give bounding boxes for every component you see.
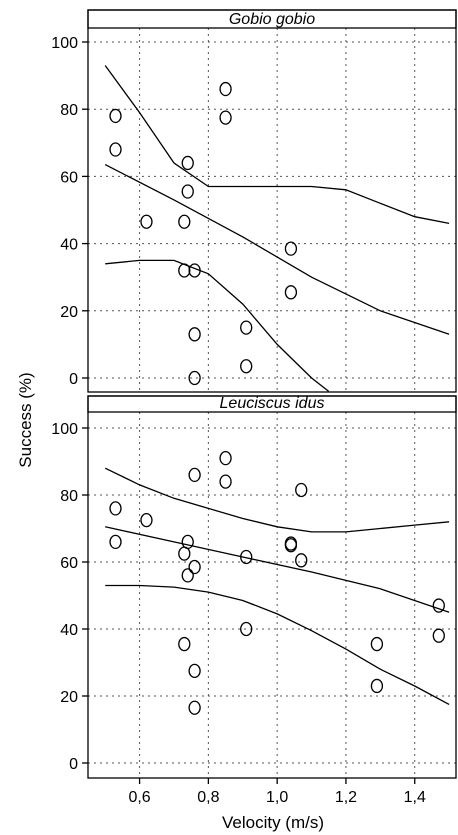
fit-line bbox=[104, 164, 450, 335]
data-point bbox=[109, 501, 122, 516]
lower-band-line bbox=[105, 584, 450, 705]
data-point bbox=[140, 512, 153, 528]
data-point bbox=[188, 559, 201, 575]
y-tick-label: 100 bbox=[51, 421, 78, 438]
y-tick-label: 60 bbox=[60, 169, 78, 186]
data-point bbox=[432, 628, 445, 643]
x-tick-label: 0,8 bbox=[197, 789, 219, 806]
data-point bbox=[219, 450, 232, 466]
data-point bbox=[295, 553, 308, 568]
data-point bbox=[240, 549, 253, 565]
data-point bbox=[188, 467, 201, 483]
y-tick-label: 100 bbox=[51, 35, 78, 52]
lower-band-line bbox=[105, 259, 330, 392]
data-point bbox=[370, 636, 384, 652]
data-point bbox=[240, 359, 253, 374]
panel-title: Gobio gobio bbox=[229, 11, 315, 28]
data-point bbox=[219, 110, 232, 125]
y-tick-label: 20 bbox=[60, 304, 78, 321]
data-point bbox=[188, 663, 201, 679]
y-tick-label: 80 bbox=[60, 102, 78, 119]
data-point bbox=[178, 214, 191, 229]
data-point bbox=[181, 184, 194, 199]
data-point bbox=[109, 534, 122, 550]
data-point bbox=[284, 285, 298, 300]
data-point bbox=[432, 598, 445, 613]
data-point bbox=[240, 621, 253, 637]
y-tick-label: 80 bbox=[60, 488, 78, 505]
data-point bbox=[370, 678, 384, 694]
upper-band-line bbox=[104, 65, 450, 225]
data-point bbox=[109, 108, 122, 124]
data-point bbox=[109, 142, 122, 157]
fit-line bbox=[105, 526, 450, 613]
y-tick-label: 40 bbox=[60, 622, 78, 639]
data-point bbox=[284, 538, 298, 553]
y-tick-label: 0 bbox=[69, 371, 78, 388]
data-point bbox=[219, 81, 232, 97]
panel-frame bbox=[87, 9, 457, 393]
data-point bbox=[284, 241, 298, 256]
y-axis-label: Success (%) bbox=[16, 372, 35, 467]
x-tick-label: 1,0 bbox=[266, 789, 288, 806]
data-point bbox=[188, 263, 201, 278]
data-point bbox=[181, 155, 194, 171]
y-tick-label: 40 bbox=[60, 237, 78, 254]
data-point bbox=[178, 263, 191, 278]
data-point bbox=[181, 568, 194, 583]
y-tick-label: 20 bbox=[60, 689, 78, 706]
x-tick-label: 0,6 bbox=[128, 789, 150, 806]
data-point bbox=[178, 636, 191, 652]
x-tick-label: 1,2 bbox=[335, 789, 357, 806]
data-point bbox=[140, 214, 153, 229]
y-tick-label: 60 bbox=[60, 555, 78, 572]
data-point bbox=[188, 370, 201, 386]
data-point bbox=[181, 534, 194, 550]
y-tick-label: 0 bbox=[69, 756, 78, 773]
upper-band-line bbox=[104, 467, 450, 533]
data-point bbox=[188, 700, 201, 715]
x-tick-label: 1,4 bbox=[404, 789, 426, 806]
panel-frame bbox=[87, 395, 457, 779]
panel-title: Leuciscus idus bbox=[220, 395, 325, 412]
data-point bbox=[295, 482, 308, 498]
x-axis-label: Velocity (m/s) bbox=[222, 813, 324, 832]
data-point bbox=[240, 320, 253, 335]
data-point bbox=[188, 327, 201, 342]
data-point bbox=[178, 546, 191, 561]
data-point bbox=[219, 474, 232, 489]
